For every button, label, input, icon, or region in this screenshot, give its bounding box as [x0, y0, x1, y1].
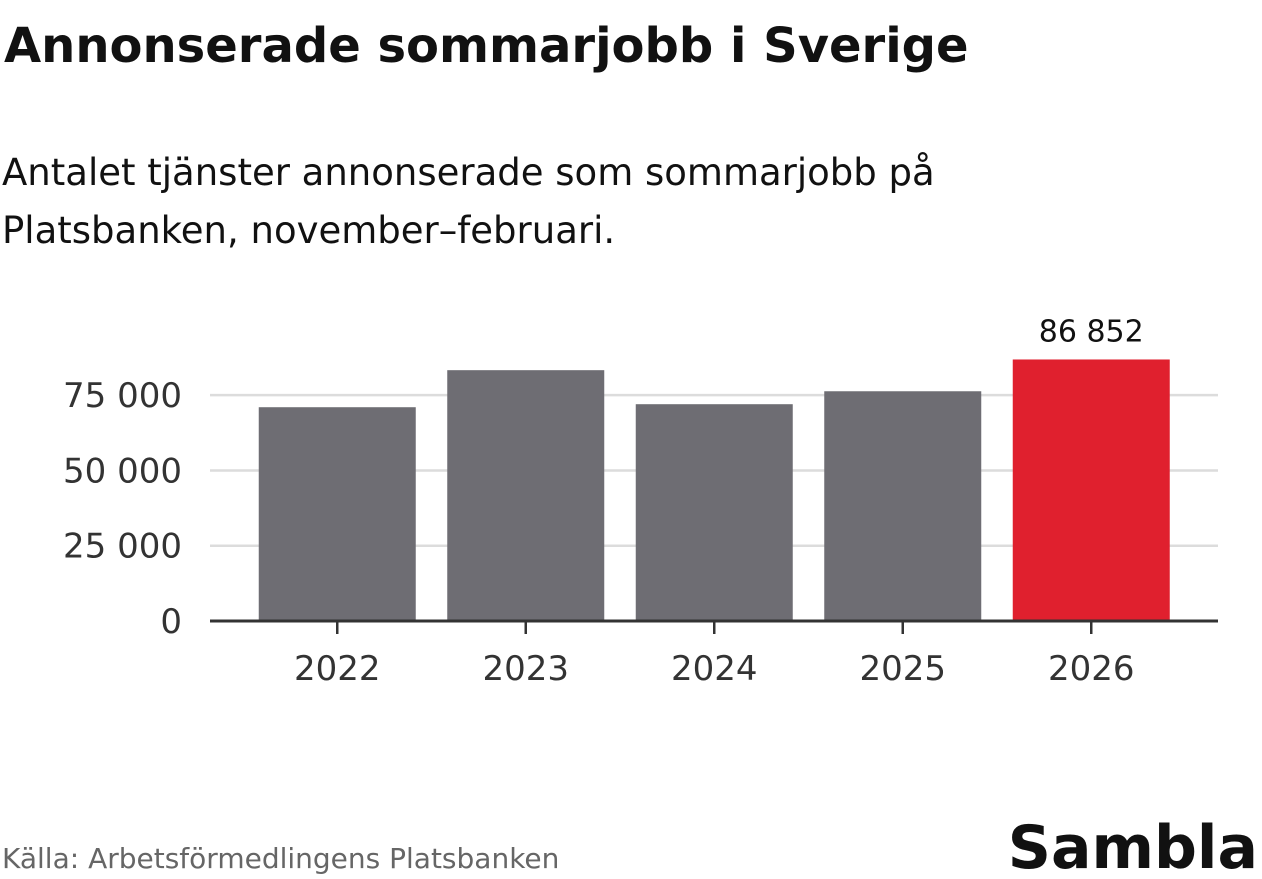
x-tick-label: 2026 — [1048, 649, 1135, 689]
subtitle: Platsbanken, november–februari. — [2, 209, 615, 252]
bar — [635, 404, 793, 621]
x-tick-label: 2025 — [859, 649, 946, 689]
bar — [824, 391, 982, 621]
y-tick-label: 0 — [160, 602, 182, 642]
chart-title: Annonserade sommarjobb i Sverige — [4, 18, 969, 74]
x-tick-label: 2024 — [671, 649, 758, 689]
subtitle: Antalet tjänster annonserade som sommarj… — [2, 151, 935, 194]
bar — [1012, 359, 1170, 621]
source: Källa: Arbetsförmedlingens Platsbanken — [2, 842, 559, 875]
y-tick-label: 25 000 — [63, 527, 182, 567]
bar — [447, 370, 605, 621]
x-tick-label: 2022 — [294, 649, 381, 689]
y-tick-label: 75 000 — [63, 376, 182, 416]
x-tick-label: 2023 — [482, 649, 569, 689]
bar — [258, 407, 416, 621]
y-tick-label: 50 000 — [63, 451, 182, 491]
value-label: 86 852 — [1039, 314, 1144, 349]
logo: Sambla — [1008, 813, 1258, 879]
